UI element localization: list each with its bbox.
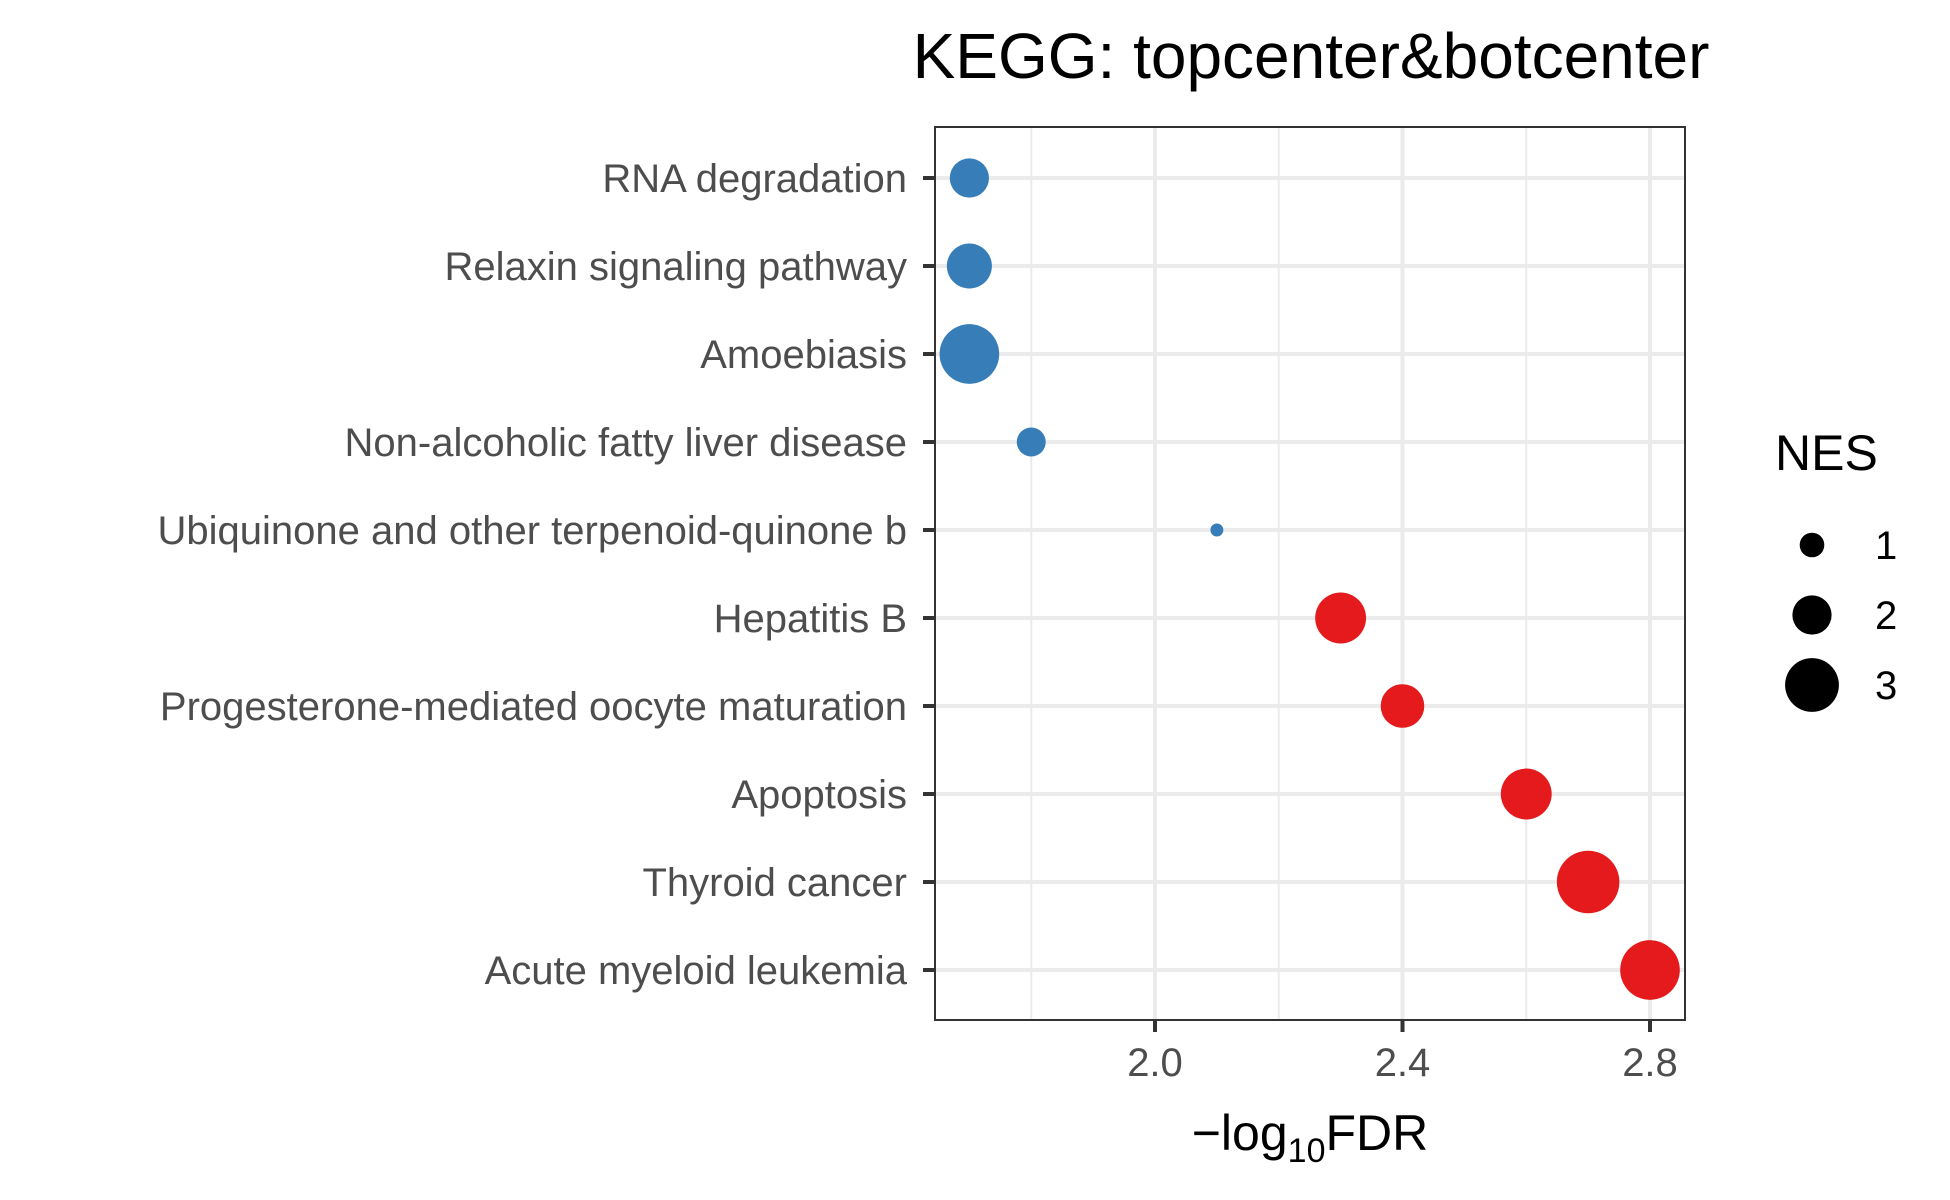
y-tick-label: Amoebiasis [700, 333, 907, 377]
data-point [949, 158, 989, 198]
data-point [1315, 592, 1367, 644]
x-axis-label-prefix: −log [1192, 1105, 1288, 1161]
nes-legend: NES 1 2 3 [1775, 425, 1897, 712]
data-point [1556, 850, 1620, 914]
y-tick-label: Non-alcoholic fatty liver disease [345, 421, 907, 465]
x-axis-label-subscript: 10 [1288, 1132, 1326, 1170]
legend-label: 2 [1875, 594, 1897, 638]
y-tick-label: RNA degradation [602, 157, 907, 201]
y-tick-label: Relaxin signaling pathway [445, 245, 908, 289]
point-layer [939, 158, 1680, 1000]
data-point [946, 243, 992, 289]
x-tick-label: 2.0 [1127, 1041, 1183, 1085]
legend-key [1792, 595, 1832, 635]
data-point [939, 324, 1000, 384]
data-point [1620, 940, 1680, 1000]
y-axis: RNA degradation Relaxin signaling pathway… [158, 157, 935, 993]
x-axis-label: −log10FDR [1192, 1105, 1429, 1170]
y-tick-label: Ubiquinone and other terpenoid-quinone b [158, 509, 907, 553]
y-tick-label: Hepatitis B [714, 597, 907, 641]
legend-key [1785, 658, 1839, 712]
x-axis: 2.0 2.4 2.8 [1127, 1020, 1678, 1085]
chart-title: KEGG: topcenter&botcenter [913, 20, 1710, 92]
x-tick-label: 2.8 [1622, 1041, 1678, 1085]
legend-title: NES [1775, 425, 1878, 481]
panel-border [934, 126, 1686, 1021]
data-point [1380, 684, 1425, 728]
data-point [1500, 768, 1552, 820]
data-point [1016, 427, 1046, 457]
y-tick-label: Progesterone-mediated oocyte maturation [160, 685, 907, 729]
legend-key [1799, 532, 1825, 558]
legend-label: 1 [1875, 524, 1897, 568]
x-axis-label-suffix: FDR [1326, 1105, 1429, 1161]
y-tick-label: Acute myeloid leukemia [485, 949, 908, 993]
x-tick-label: 2.4 [1375, 1041, 1431, 1085]
y-tick-label: Apoptosis [731, 773, 907, 817]
y-tick-label: Thyroid cancer [642, 861, 907, 905]
legend-label: 3 [1875, 664, 1897, 708]
grid-layer [935, 127, 1685, 1020]
data-point [1210, 523, 1224, 537]
